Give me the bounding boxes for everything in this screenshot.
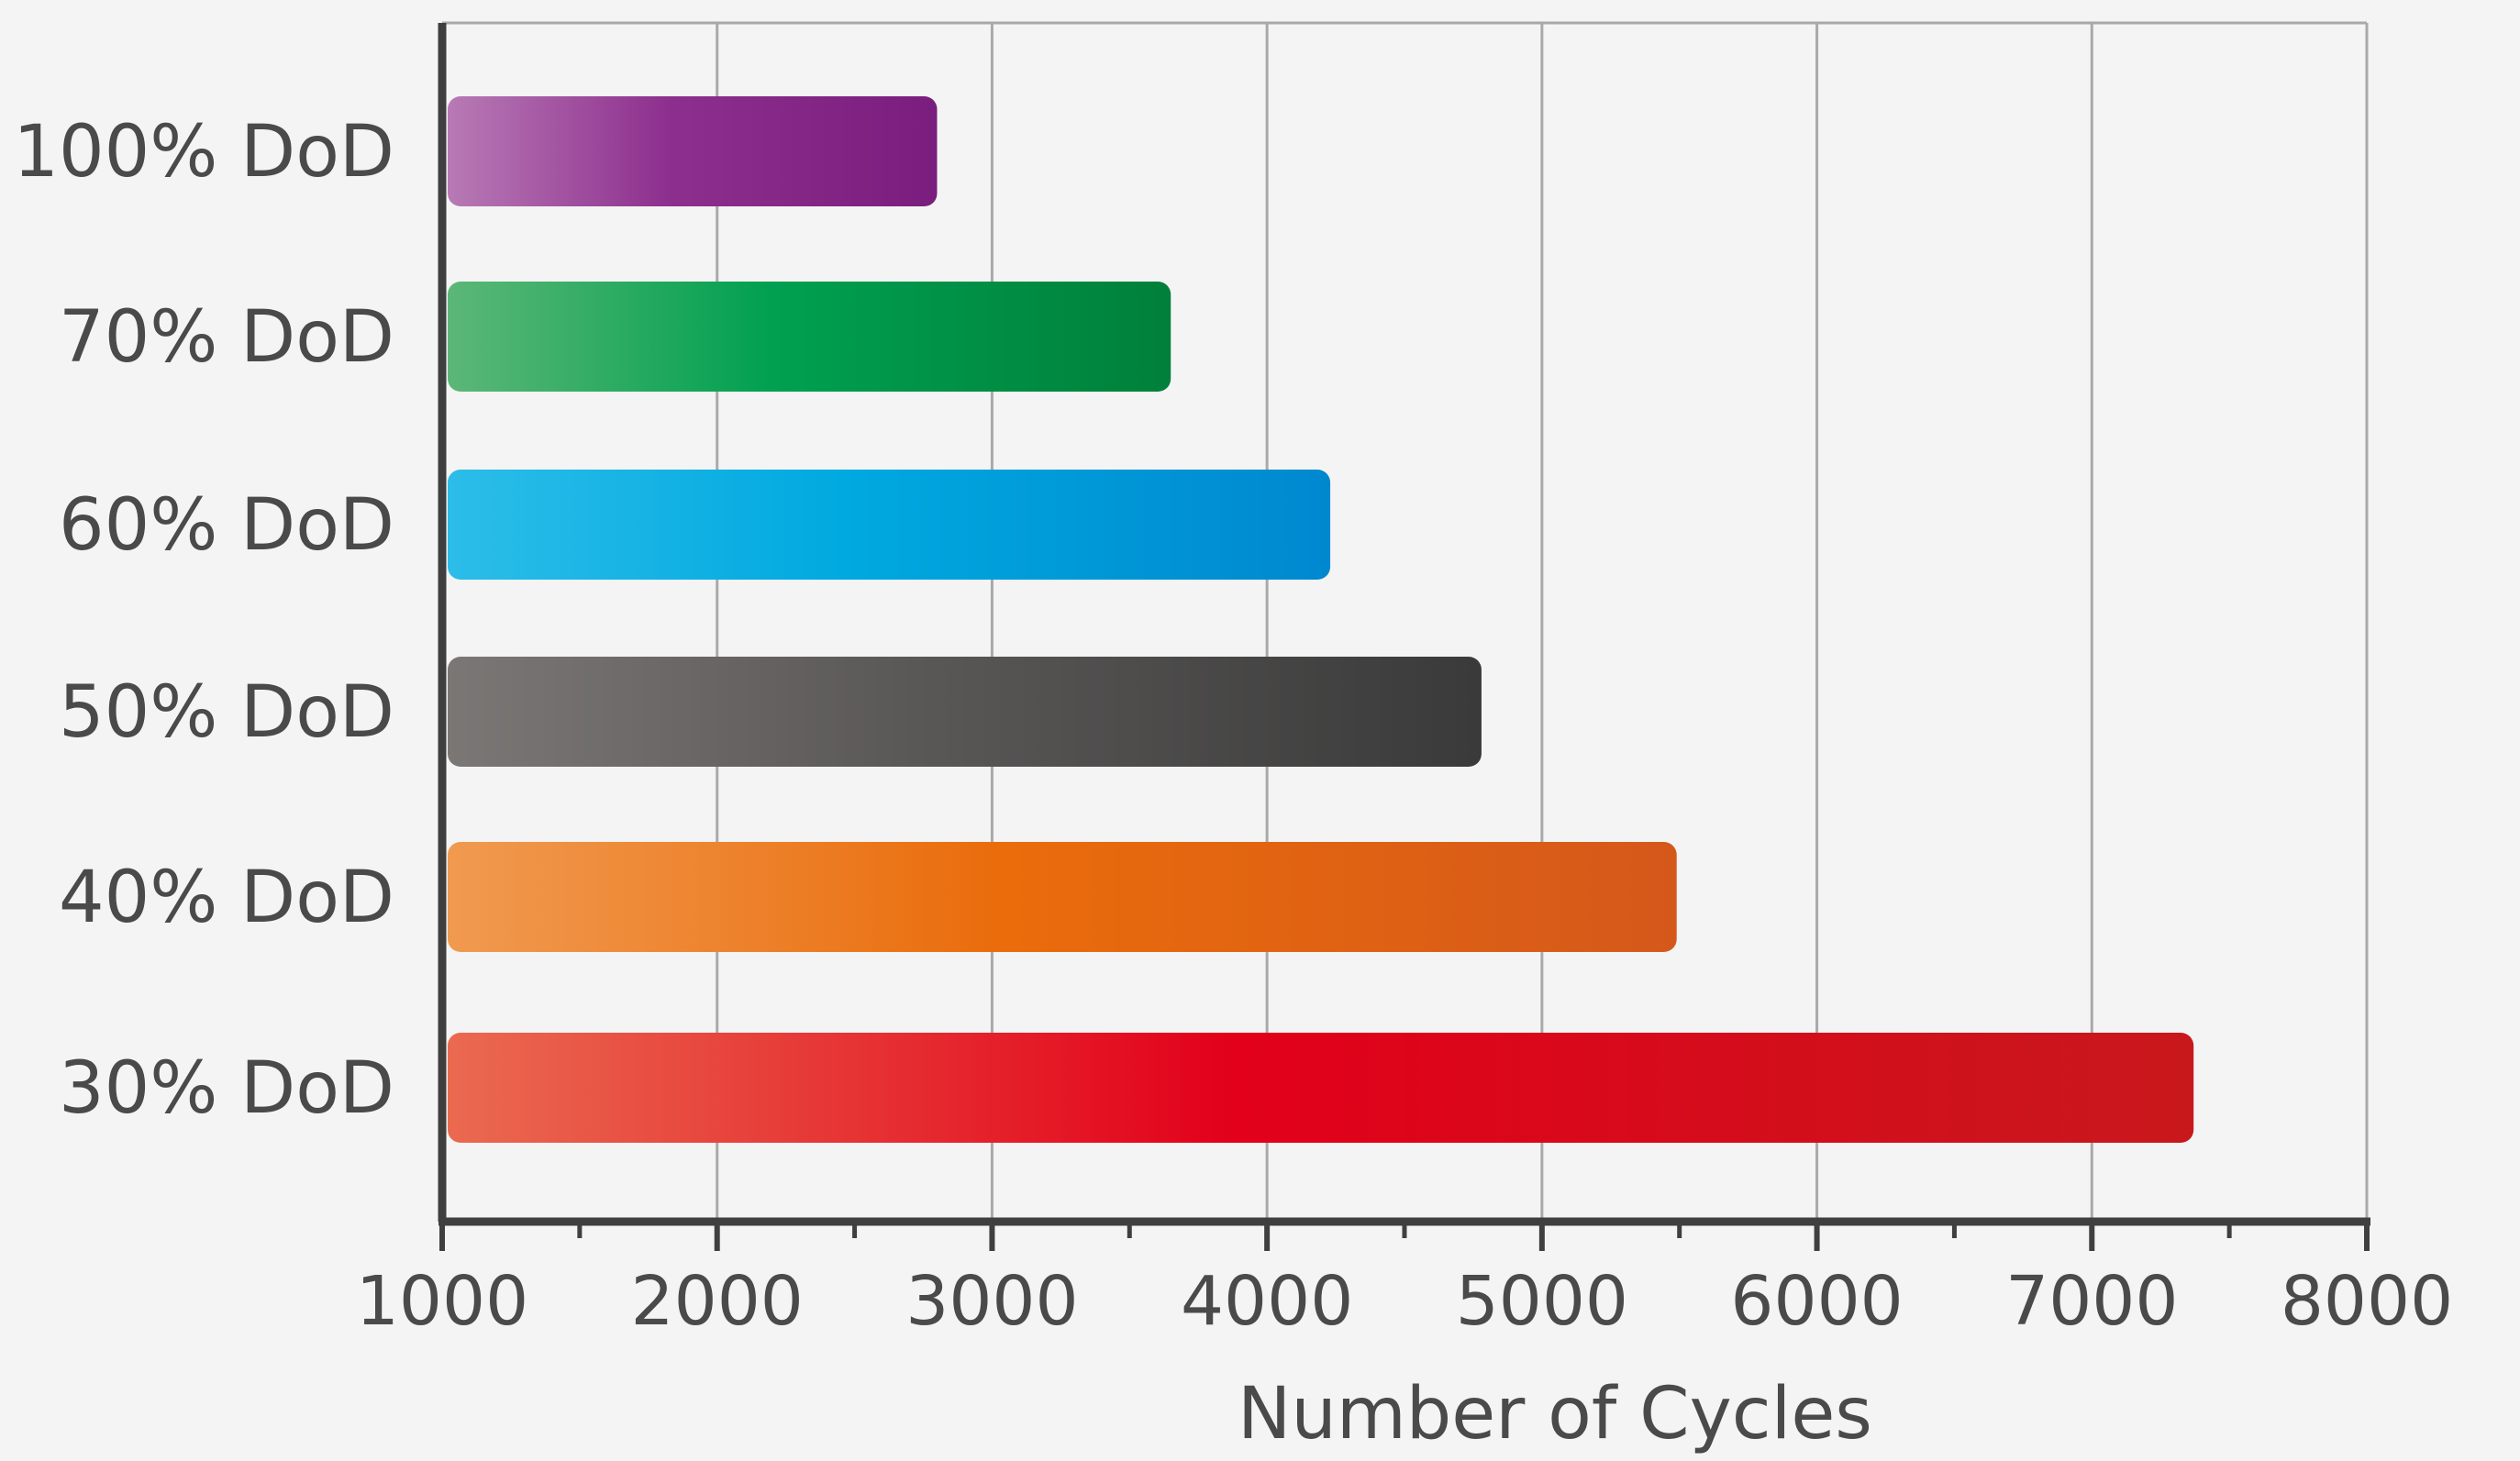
category-label: 40% DoD [59, 857, 394, 939]
axes [438, 23, 2370, 1251]
labels: 100% DoD 70% DoD 60% DoD 50% DoD 40% DoD 30% … [13, 111, 2453, 1341]
category-label: 50% DoD [59, 671, 394, 754]
x-tick-label: 2000 [631, 1262, 804, 1341]
x-tick-label: 8000 [2281, 1262, 2453, 1341]
bars [448, 96, 2194, 1143]
category-label: 60% DoD [59, 484, 394, 567]
x-tick-label: 7000 [2005, 1262, 2178, 1341]
x-tick-label: 3000 [905, 1262, 1078, 1341]
x-tick-label: 6000 [1730, 1262, 1903, 1341]
bar-70-dod [448, 282, 1171, 392]
category-label: 30% DoD [59, 1047, 394, 1130]
x-tick-label: 5000 [1456, 1262, 1628, 1341]
bar-100-dod [448, 96, 938, 206]
category-label: 100% DoD [13, 111, 394, 194]
x-tick-label: 4000 [1181, 1262, 1353, 1341]
grid-lines [442, 21, 2369, 1222]
bar-60-dod [448, 470, 1331, 580]
bar-30-dod [448, 1033, 2194, 1143]
x-tick-label: 1000 [356, 1262, 528, 1341]
x-axis-title: Number of Cycles [1238, 1373, 1872, 1455]
bar-50-dod [448, 657, 1482, 767]
bar-40-dod [448, 842, 1677, 952]
category-label: 70% DoD [59, 296, 394, 379]
